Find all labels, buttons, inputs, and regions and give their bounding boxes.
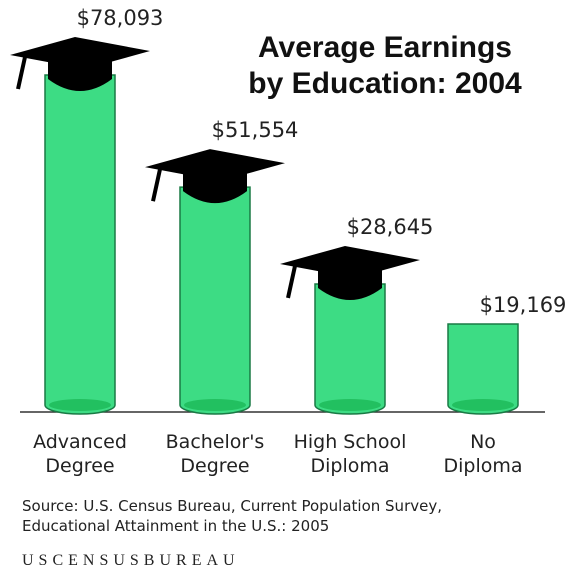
cap	[280, 245, 420, 300]
x-tick-label: Bachelor's Degree	[165, 431, 265, 477]
bar-bottom	[452, 399, 514, 411]
cap-crown	[48, 61, 112, 91]
chart-title: Average Earnings by Education: 2004	[248, 31, 522, 100]
cap-crown	[318, 269, 382, 300]
source-note: Source: U.S. Census Bureau, Current Popu…	[22, 497, 442, 535]
bar	[179, 186, 251, 415]
cap-board	[145, 149, 285, 182]
footer: USCENSUSBUREAU	[22, 552, 240, 569]
cap	[145, 149, 285, 204]
value-label: $51,554	[212, 118, 299, 142]
cap	[10, 37, 150, 91]
cap-board	[280, 245, 420, 278]
cap-crown	[183, 173, 247, 204]
value-label: $78,093	[77, 6, 164, 30]
bar-bottom	[319, 399, 381, 411]
bar	[447, 323, 519, 415]
bar-bottom	[184, 399, 246, 411]
value-label: $28,645	[347, 215, 434, 239]
bar-bottom	[49, 399, 111, 411]
x-tick-label: High School Diploma	[293, 431, 407, 477]
cap-tassel	[286, 265, 297, 299]
cap-tassel	[151, 168, 162, 202]
value-label: $19,169	[480, 293, 567, 317]
bar	[314, 283, 386, 415]
cap-board	[10, 37, 150, 69]
x-tick-label: Advanced Degree	[33, 431, 127, 477]
bar	[44, 74, 116, 415]
cap-tassel	[16, 56, 27, 90]
x-tick-label: No Diploma	[443, 431, 523, 477]
